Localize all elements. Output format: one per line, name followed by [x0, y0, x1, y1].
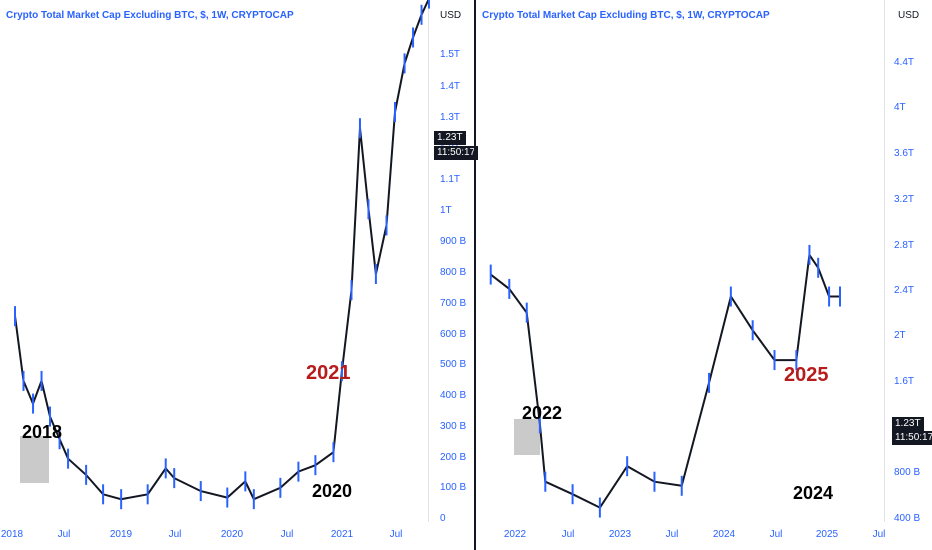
- left-y-tick: 1.1T: [440, 174, 460, 185]
- left-countdown-badge: 11:50:17: [434, 146, 479, 160]
- left-price-axis[interactable]: [428, 0, 475, 522]
- left-x-tick: Jul: [281, 529, 294, 540]
- left-currency-label: USD: [440, 10, 462, 21]
- left-price-badge: 1.23T: [434, 131, 466, 145]
- left-x-tick: 2018: [1, 529, 24, 540]
- left-annotation-2018: 2018: [22, 422, 62, 442]
- left-y-tick: 1T: [440, 205, 452, 216]
- left-pane-group: 0 100 B 200 B 300 B 400 B 500 B 600 B 700 B 800 …: [1, 0, 466, 540]
- right-countdown-badge: 11:50:17: [892, 431, 932, 445]
- right-y-tick: 4.4T: [894, 57, 914, 68]
- left-y-tick: 0: [440, 513, 446, 524]
- left-y-tick: 600 B: [440, 329, 466, 340]
- left-y-tick: 1.3T: [440, 112, 460, 123]
- left-series-line: [14, 0, 430, 501]
- left-y-tick: 300 B: [440, 421, 466, 432]
- left-y-tick: 1.4T: [440, 81, 460, 92]
- right-y-tick: 3.6T: [894, 148, 914, 159]
- left-x-tick: Jul: [169, 529, 182, 540]
- left-x-tick: 2020: [221, 529, 244, 540]
- right-x-tick: Jul: [873, 529, 886, 540]
- right-chart-title: Crypto Total Market Cap Excluding BTC, $…: [482, 10, 770, 21]
- right-price-axis[interactable]: [884, 0, 932, 522]
- left-x-tick: 2019: [110, 529, 133, 540]
- right-y-tick: 2.4T: [894, 285, 914, 296]
- right-y-tick: 2T: [894, 330, 906, 341]
- right-x-tick: 2025: [816, 529, 839, 540]
- right-y-tick: 400 B: [894, 513, 920, 524]
- left-y-tick: 100 B: [440, 482, 466, 493]
- left-chart-title: Crypto Total Market Cap Excluding BTC, $…: [6, 10, 294, 21]
- right-x-tick: Jul: [666, 529, 679, 540]
- pane-divider: [474, 0, 476, 550]
- right-annotation-2022: 2022: [522, 403, 562, 423]
- right-y-tick: 800 B: [894, 467, 920, 478]
- left-x-tick: Jul: [390, 529, 403, 540]
- right-x-tick: 2023: [609, 529, 632, 540]
- right-annotation-2024: 2024: [793, 483, 833, 503]
- right-x-tick: 2022: [504, 529, 527, 540]
- left-y-tick: 1.5T: [440, 49, 460, 60]
- left-y-tick: 700 B: [440, 298, 466, 309]
- right-x-tick: Jul: [562, 529, 575, 540]
- left-y-tick: 900 B: [440, 236, 466, 247]
- left-highlight-box: [20, 436, 49, 483]
- right-y-tick: 2.8T: [894, 240, 914, 251]
- right-y-tick: 1.6T: [894, 376, 914, 387]
- left-y-tick: 800 B: [440, 267, 466, 278]
- left-x-tick: Jul: [58, 529, 71, 540]
- left-x-tick: 2021: [331, 529, 354, 540]
- left-y-tick: 400 B: [440, 390, 466, 401]
- left-y-tick: 200 B: [440, 452, 466, 463]
- right-y-tick: 3.2T: [894, 194, 914, 205]
- right-x-tick: Jul: [770, 529, 783, 540]
- right-x-tick: 2024: [713, 529, 736, 540]
- left-annotation-2021: 2021: [306, 362, 351, 384]
- right-y-tick: 4T: [894, 102, 906, 113]
- right-annotation-2025: 2025: [784, 364, 829, 386]
- right-currency-label: USD: [898, 10, 920, 21]
- right-price-badge: 1.23T: [892, 417, 924, 431]
- right-highlight-box: [514, 419, 540, 455]
- left-annotation-2020: 2020: [312, 481, 352, 501]
- left-y-tick: 500 B: [440, 359, 466, 370]
- right-pane-group: 400 B 800 B 1.6T 2T 2.4T 2.8T 3.2T 3.6T 4T 4.4T 20…: [489, 57, 920, 540]
